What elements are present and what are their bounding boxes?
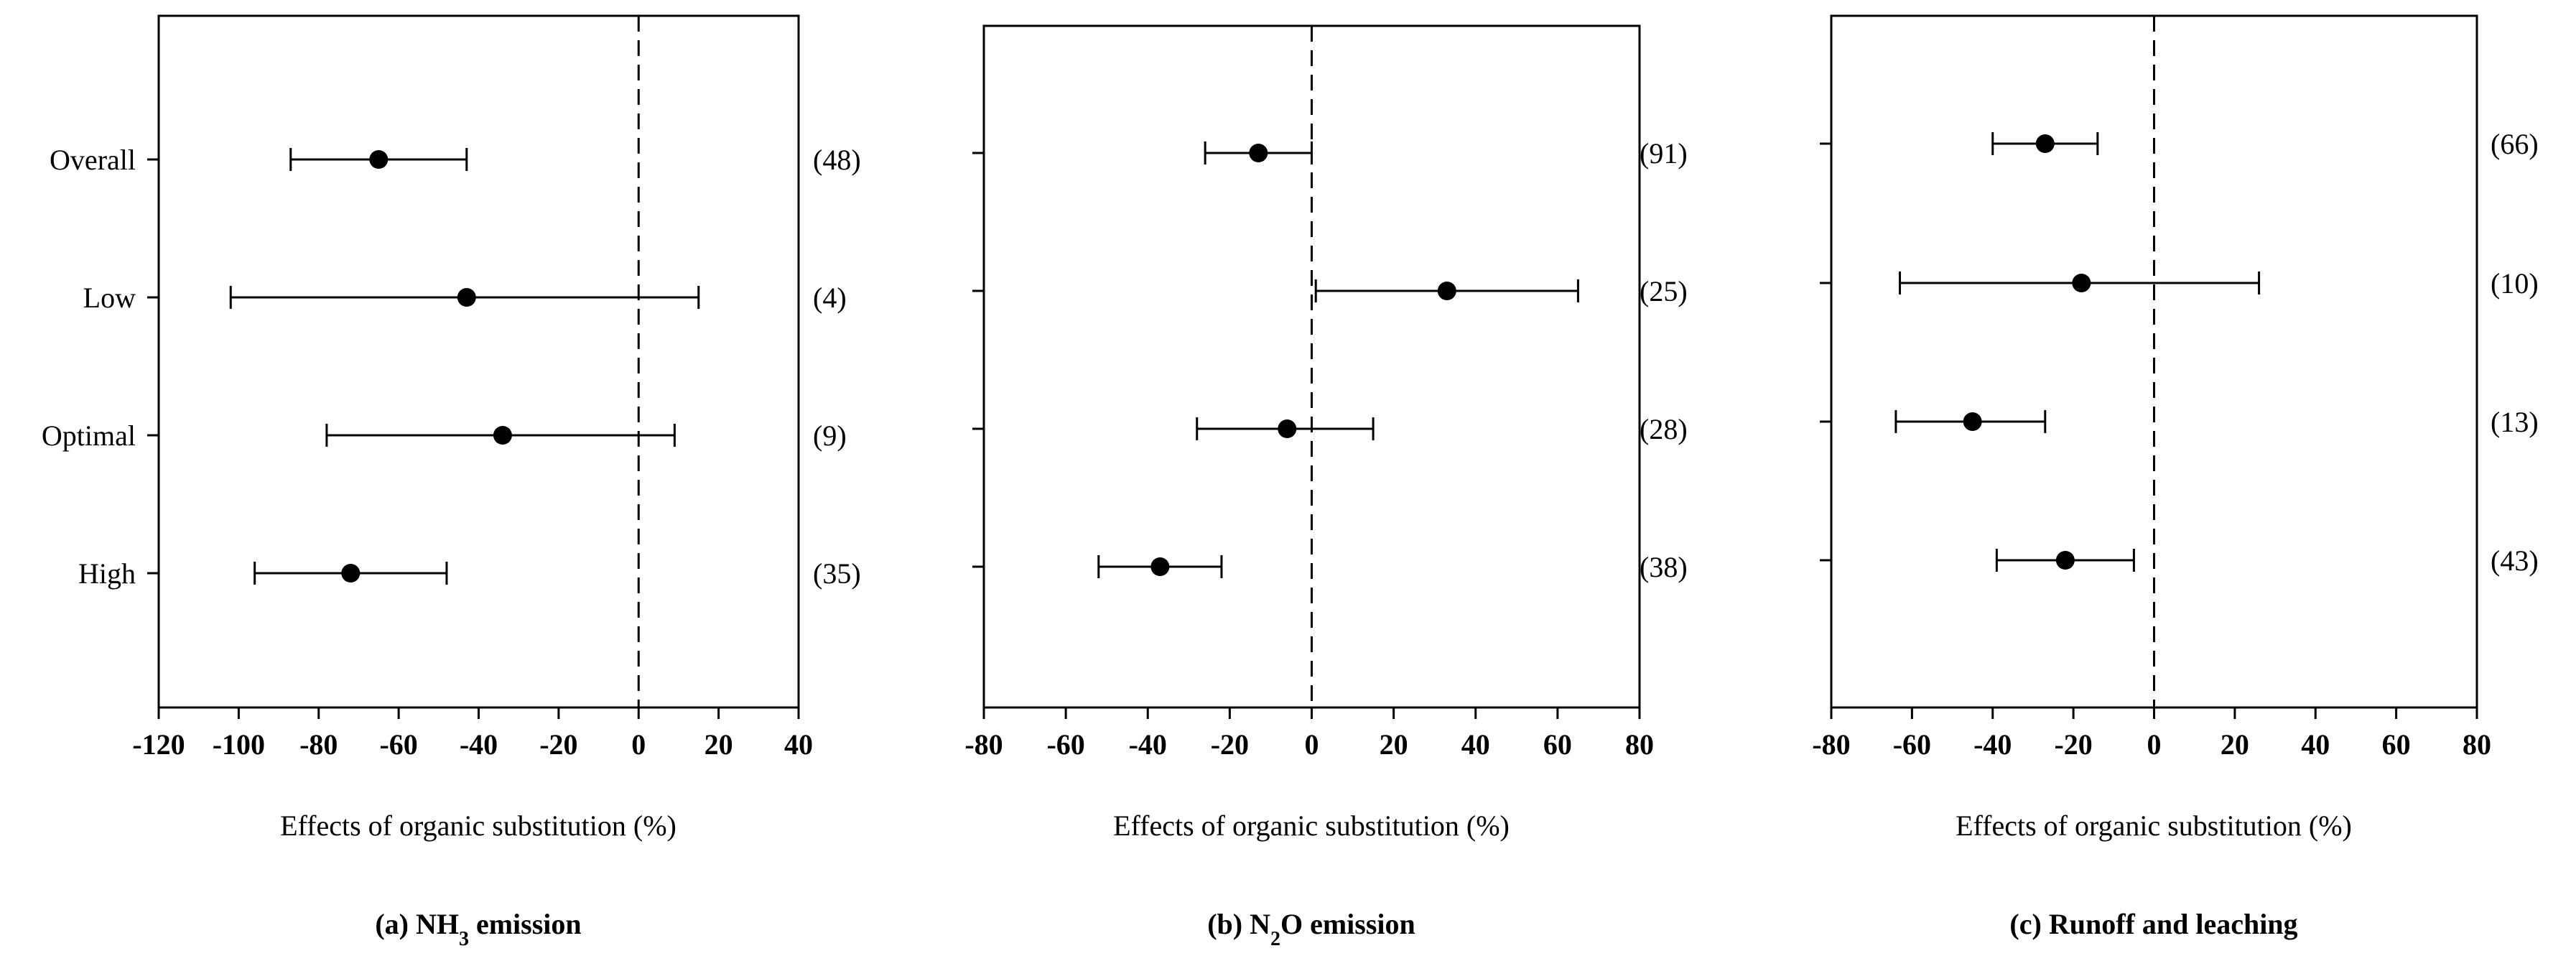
x-tick-label: 60: [2382, 728, 2411, 761]
x-tick-label: -60: [1046, 728, 1084, 761]
sample-count-label: (48): [813, 144, 861, 176]
x-tick-label: -100: [213, 728, 265, 761]
caption-subscript: 3: [459, 928, 469, 950]
sample-count-label: (38): [1640, 551, 1688, 583]
sample-count-label: (43): [2491, 544, 2539, 577]
sample-count-label: (91): [1640, 137, 1688, 170]
panel-caption: (b) N2O emission: [1207, 908, 1415, 950]
data-point-optimal: (28): [1196, 413, 1688, 445]
x-tick-label: 80: [1625, 728, 1654, 761]
x-tick-label: -60: [379, 728, 417, 761]
data-point-high: (43): [1995, 544, 2539, 577]
caption-main-text: (c) Runoff and leaching: [2009, 908, 2297, 940]
sample-count-label: (13): [2491, 406, 2539, 438]
x-tick-label: -20: [2054, 728, 2092, 761]
chart-panel-b: -80 -60 -40 -20 0 20 40 60 80 (91) (25) (28) (38) Eff…: [964, 24, 1688, 950]
sample-count-label: (28): [1640, 413, 1688, 445]
x-tick-label: 40: [2301, 728, 2330, 761]
data-point-low: (10): [1899, 267, 2539, 300]
x-tick-label: -80: [964, 728, 1003, 761]
x-tick-label: 0: [1305, 728, 1319, 761]
mean-marker: [2072, 274, 2091, 292]
plot-frame: [157, 14, 800, 709]
x-axis-label: Effects of organic substitution (%): [1956, 809, 2352, 842]
category-label: Low: [83, 282, 136, 314]
data-point-optimal: (13): [1894, 406, 2539, 438]
mean-marker: [2055, 551, 2075, 570]
mean-marker: [1278, 419, 1297, 438]
category-label: Overall: [50, 144, 136, 176]
sample-count-label: (9): [813, 419, 847, 452]
mean-marker: [2035, 134, 2055, 153]
x-tick-label: -80: [299, 728, 338, 761]
x-axis-label: Effects of organic substitution (%): [1113, 809, 1510, 842]
x-tick-label: -80: [1812, 728, 1850, 761]
data-point-high: (38): [1097, 551, 1688, 583]
caption-main-text: (b) N: [1207, 908, 1270, 940]
caption-rest-text: emission: [469, 908, 582, 940]
x-tick-label: 60: [1543, 728, 1572, 761]
panel-caption: (c) Runoff and leaching: [2009, 908, 2297, 940]
x-tick-label: -40: [1129, 728, 1167, 761]
mean-marker: [493, 426, 512, 445]
data-point-low: (25): [1314, 275, 1688, 307]
x-tick-label: 0: [631, 728, 646, 761]
panel-caption: (a) NH3 emission: [375, 908, 581, 950]
sample-count-label: (25): [1640, 275, 1688, 307]
x-tick-label: -40: [460, 728, 498, 761]
data-point-overall: (91): [1204, 137, 1688, 170]
caption-subscript: 2: [1270, 928, 1280, 950]
sample-count-label: (35): [813, 557, 861, 590]
x-tick-label: 20: [1380, 728, 1408, 761]
mean-marker: [1249, 144, 1268, 162]
data-point-overall: (66): [1991, 128, 2539, 160]
x-tick-label: -120: [132, 728, 185, 761]
chart-panel-c: -80 -60 -40 -20 0 20 40 60 80 (66) (10) (13) (43) Eff…: [1812, 14, 2539, 940]
x-tick-label: -40: [1973, 728, 2012, 761]
category-label: Optimal: [42, 419, 136, 452]
chart-panel-a: -120 -100 -80 -60 -40 -20 0 20 40 Overall Low Optim…: [42, 14, 861, 950]
x-tick-label: -60: [1893, 728, 1931, 761]
caption-main-text: (a) NH: [375, 908, 459, 940]
category-label: High: [78, 557, 136, 590]
x-tick-label: 20: [2221, 728, 2249, 761]
data-point-optimal: (9): [325, 419, 847, 452]
x-tick-label: 20: [705, 728, 733, 761]
mean-marker: [1150, 557, 1170, 576]
x-tick-label: 0: [2147, 728, 2162, 761]
mean-marker: [457, 288, 476, 307]
sample-count-label: (66): [2491, 128, 2539, 160]
sample-count-label: (4): [813, 282, 847, 314]
mean-marker: [1437, 282, 1456, 300]
x-tick-label: -20: [539, 728, 577, 761]
x-tick-label: 40: [1461, 728, 1490, 761]
x-tick-label: -20: [1211, 728, 1249, 761]
data-point-low: (4): [229, 282, 847, 314]
x-tick-label: 40: [784, 728, 813, 761]
x-axis-label: Effects of organic substitution (%): [280, 809, 676, 842]
x-tick-label: 80: [2463, 728, 2491, 761]
caption-rest-text: O emission: [1280, 908, 1415, 940]
mean-marker: [1963, 412, 1982, 431]
data-point-overall: (48): [289, 144, 861, 176]
sample-count-label: (10): [2491, 267, 2539, 300]
mean-marker: [369, 150, 389, 169]
data-point-high: (35): [254, 557, 861, 590]
mean-marker: [341, 564, 361, 583]
